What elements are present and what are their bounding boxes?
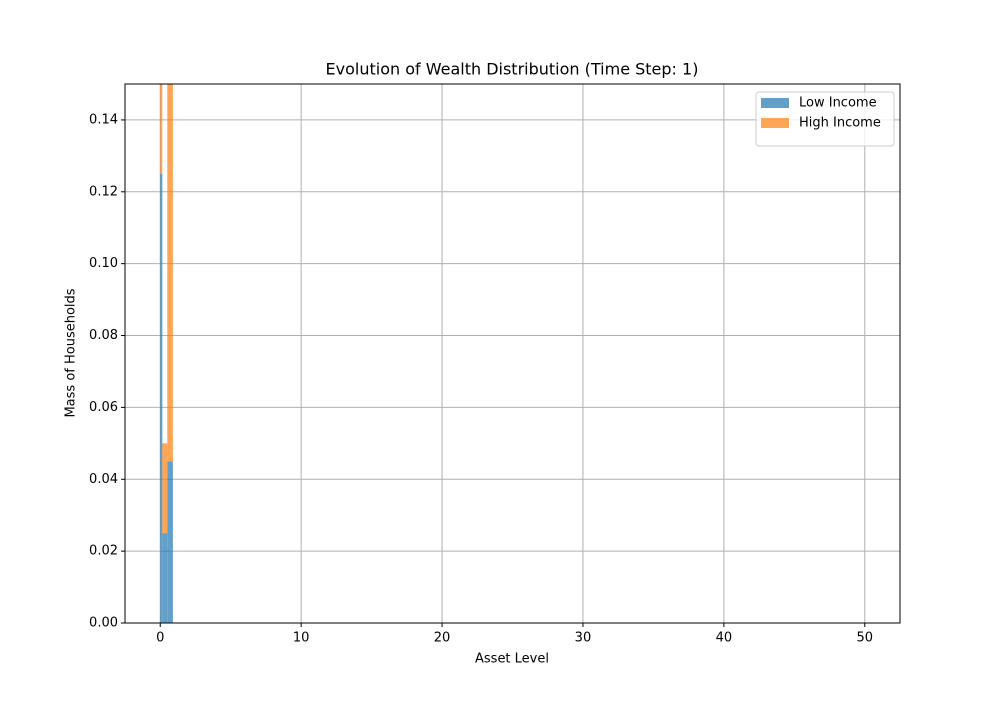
legend-label: High Income bbox=[799, 116, 881, 131]
x-tick-label: 30 bbox=[575, 631, 592, 646]
x-axis-label: Asset Level bbox=[475, 652, 549, 667]
y-tick-label: 0.04 bbox=[89, 472, 118, 487]
y-tick-label: 0.06 bbox=[89, 400, 118, 415]
x-tick-label: 0 bbox=[156, 631, 164, 646]
histogram-bar bbox=[160, 84, 163, 174]
grid bbox=[125, 84, 900, 624]
x-tick-label: 40 bbox=[716, 631, 733, 646]
histogram-bar bbox=[162, 443, 168, 534]
y-tick-label: 0.08 bbox=[89, 328, 118, 343]
legend: Low Income High Income bbox=[755, 91, 895, 147]
bars bbox=[160, 84, 173, 623]
histogram-bar bbox=[162, 533, 168, 623]
y-tick-label: 0.00 bbox=[89, 616, 118, 631]
legend-label: Low Income bbox=[799, 96, 877, 111]
histogram-bar bbox=[167, 84, 173, 462]
y-axis-label: Mass of Households bbox=[64, 288, 79, 417]
x-tick-label: 10 bbox=[293, 631, 310, 646]
y-tick-label: 0.02 bbox=[89, 544, 118, 559]
x-tick-label: 20 bbox=[434, 631, 451, 646]
y-tick-label: 0.14 bbox=[89, 112, 118, 127]
legend-swatch bbox=[761, 98, 789, 108]
legend-swatch bbox=[761, 118, 789, 128]
x-tick-label: 50 bbox=[856, 631, 873, 646]
y-tick-label: 0.10 bbox=[89, 256, 118, 271]
histogram-bar bbox=[167, 461, 173, 623]
histogram-bar bbox=[160, 173, 163, 623]
ticks: 0 10 20 30 40 50 0.00 0.02 0.04 0.06 0.08 0.10 0.12 0… bbox=[89, 112, 873, 645]
chart-title: Evolution of Wealth Distribution (Time S… bbox=[326, 60, 699, 79]
legend-box bbox=[755, 91, 895, 147]
y-tick-label: 0.12 bbox=[89, 184, 118, 199]
axes-frame bbox=[124, 83, 901, 624]
